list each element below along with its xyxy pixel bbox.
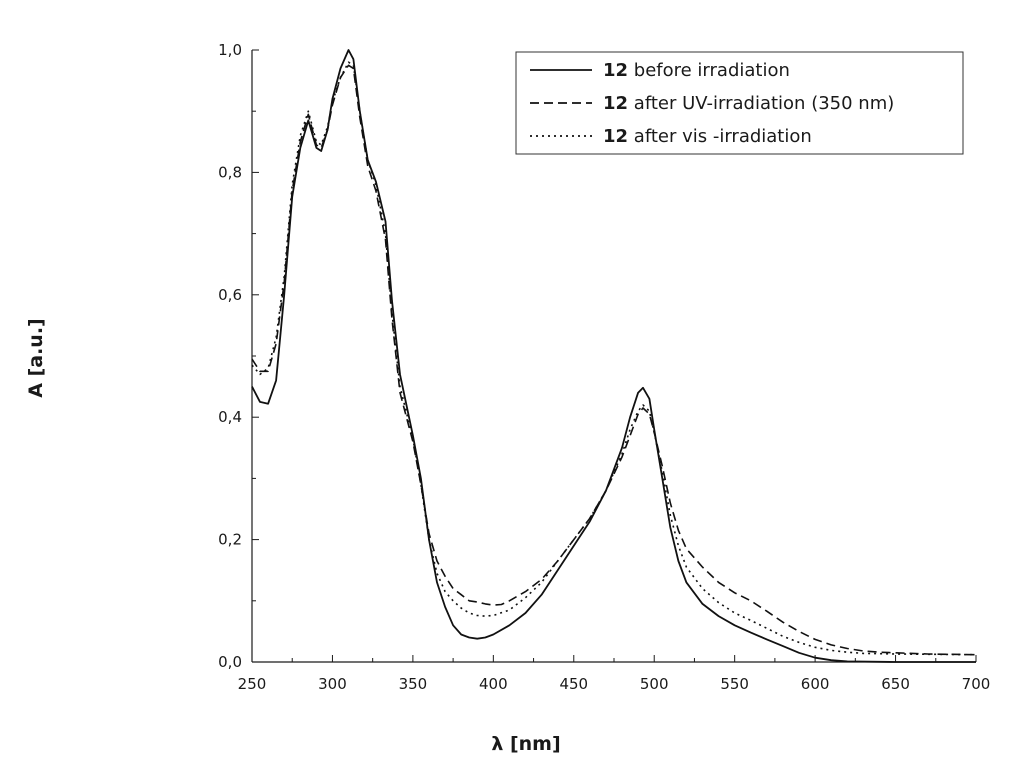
x-tick-label: 700: [962, 675, 991, 693]
legend-label-3: 12 after vis -irradiation: [603, 126, 812, 147]
x-tick-label: 400: [479, 675, 508, 693]
y-tick-label: 0,2: [218, 531, 242, 549]
x-tick-label: 650: [881, 675, 910, 693]
x-axis-ticks: 250 300 350 400 450 500 550 600 650 700: [238, 655, 991, 693]
series-line-2: [251, 64, 977, 656]
series-layer: [251, 49, 977, 663]
y-tick-label: 0,0: [218, 653, 242, 671]
x-tick-label: 600: [801, 675, 830, 693]
y-axis-ticks: 0,0 0,2 0,4 0,6 0,8 1,0: [218, 41, 259, 671]
x-axis-title: λ [nm]: [491, 733, 560, 755]
y-tick-label: 0,8: [218, 163, 242, 181]
y-tick-label: 0,6: [218, 286, 242, 304]
x-tick-label: 500: [640, 675, 669, 693]
legend-label-1: 12 before irradiation: [603, 60, 790, 81]
x-tick-label: 250: [238, 675, 267, 693]
y-tick-label: 0,4: [218, 408, 242, 426]
x-tick-label: 550: [720, 675, 749, 693]
y-tick-label: 1,0: [218, 41, 242, 59]
x-tick-label: 300: [318, 675, 347, 693]
legend: 12 before irradiation 12 after UV-irradia…: [515, 51, 964, 155]
series-line-3: [251, 61, 977, 656]
legend-label-2: 12 after UV-irradiation (350 nm): [603, 93, 894, 114]
x-tick-label: 450: [559, 675, 588, 693]
y-axis-title: A [a.u.]: [25, 318, 47, 397]
x-tick-label: 350: [399, 675, 428, 693]
